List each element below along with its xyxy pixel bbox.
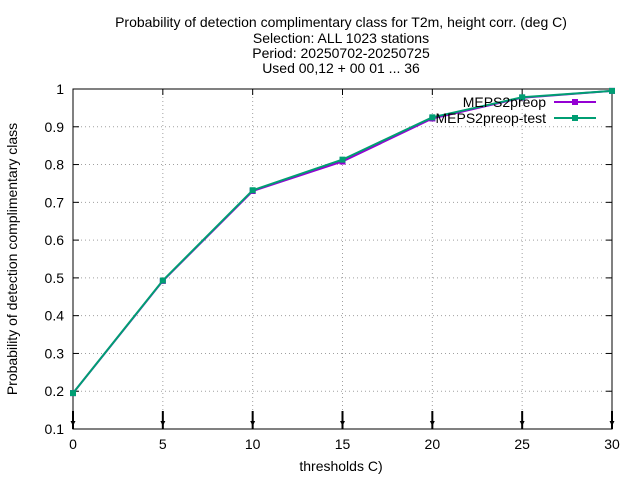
y-tick-label: 0.8 [45, 157, 65, 173]
count-marker-head [340, 421, 345, 426]
series [70, 87, 615, 397]
count-markers [70, 411, 615, 429]
x-tick-label: 20 [425, 436, 441, 452]
y-tick-label: 0.6 [45, 232, 65, 248]
tick-labels: 0.10.20.30.40.50.60.70.80.910 5 10 15 20 25 30 [45, 81, 620, 452]
data-point [159, 277, 166, 284]
title-line-3: Period: 20250702-20250725 [252, 45, 430, 61]
y-tick-label: 0.4 [45, 308, 65, 324]
data-point [429, 114, 436, 121]
y-tick-label: 0.1 [45, 421, 65, 437]
chart-title: Probability of detection complimentary c… [115, 14, 567, 76]
y-tick-label: 0.7 [45, 194, 65, 210]
x-tick-label: 10 [245, 436, 261, 452]
x-tick-label: 25 [514, 436, 530, 452]
count-marker-head [429, 421, 435, 426]
title-line-1: Probability of detection complimentary c… [115, 14, 567, 30]
x-tick-label: 30 [604, 436, 620, 452]
legend-label: MEPS2preop [463, 94, 546, 110]
y-axis-label: Probability of detection complimentary c… [4, 123, 20, 395]
y-tick-label: 0.5 [45, 270, 65, 286]
data-point [249, 187, 256, 194]
data-point [519, 94, 526, 101]
data-point [339, 156, 346, 163]
x-tick-label: 15 [335, 436, 351, 452]
x-axis-label: thresholds C) [299, 458, 382, 474]
data-point [70, 390, 76, 397]
legend-marker [572, 99, 578, 105]
count-marker-head [160, 421, 166, 426]
count-marker-head [519, 421, 525, 426]
grid [73, 89, 612, 429]
x-tick-label: 5 [159, 436, 167, 452]
series-2 [70, 87, 615, 397]
y-tick-label: 1 [56, 81, 64, 97]
data-point [609, 87, 615, 94]
title-line-2: Selection: ALL 1023 stations [253, 30, 429, 46]
count-marker-head [250, 421, 256, 426]
y-tick-label: 0.2 [45, 383, 65, 399]
count-marker-head [609, 421, 615, 426]
legend-marker [572, 115, 578, 121]
y-tick-label: 0.3 [45, 345, 65, 361]
x-tick-label: 0 [69, 436, 77, 452]
y-tick-label: 0.9 [45, 119, 65, 135]
legend-label: MEPS2preop-test [436, 110, 547, 126]
title-line-4: Used 00,12 + 00 01 ... 36 [262, 60, 420, 76]
count-marker-head [70, 421, 76, 426]
